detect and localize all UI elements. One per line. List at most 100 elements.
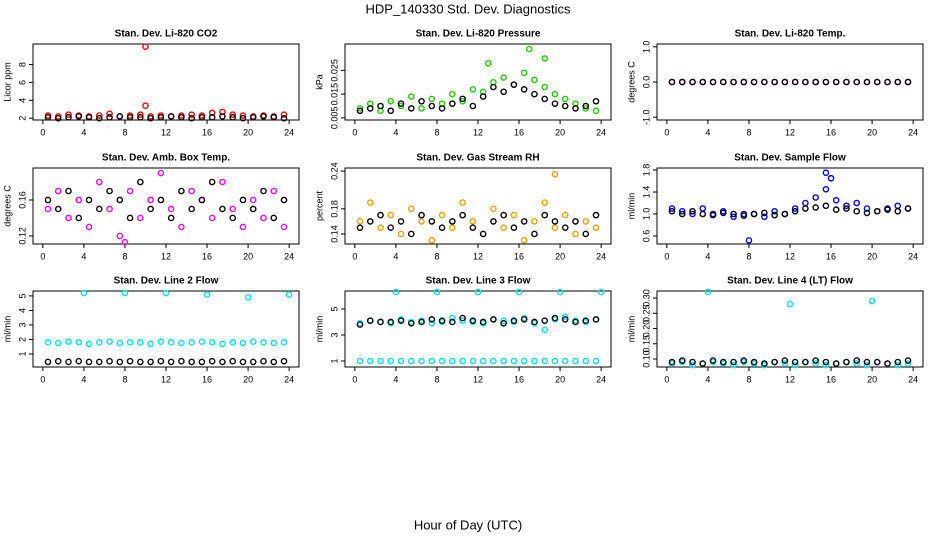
data-point [280, 339, 288, 346]
data-point [730, 78, 737, 86]
y-axis-title: ml/min [626, 316, 636, 343]
data-point [65, 214, 72, 222]
data-point [95, 178, 103, 186]
data-point [449, 90, 456, 98]
data-point [147, 196, 154, 204]
data-point [719, 358, 727, 366]
data-point [198, 358, 206, 366]
data-point [904, 357, 912, 364]
y-tick-label: 0.6 [641, 230, 651, 243]
data-point [510, 224, 518, 231]
data-point [260, 214, 267, 222]
y-tick-label: 8 [17, 62, 27, 67]
data-point [843, 205, 850, 212]
data-point [520, 236, 528, 244]
x-tick-label: 16 [202, 251, 212, 261]
data-point [500, 319, 507, 327]
data-point [541, 95, 549, 103]
data-point [531, 218, 538, 225]
data-point [126, 214, 134, 222]
data-point [561, 313, 569, 321]
data-point [157, 338, 165, 345]
data-point [356, 218, 364, 225]
data-point [843, 78, 850, 86]
data-point [853, 360, 861, 367]
panel-title: Stan. Dev. Amb. Box Temp. [102, 153, 230, 164]
data-point [827, 174, 835, 182]
data-point [366, 317, 374, 324]
data-point [449, 100, 456, 107]
data-point [781, 357, 789, 364]
y-tick-label: 0.0 [641, 76, 651, 89]
data-point [270, 214, 278, 222]
x-tick-label: 4 [81, 374, 86, 384]
data-point [884, 78, 891, 86]
data-point [147, 114, 154, 122]
x-tick-label: 16 [202, 374, 212, 384]
data-point [229, 357, 237, 365]
y-tick-label: 0.14 [329, 225, 339, 243]
data-point [592, 211, 600, 219]
data-point [188, 187, 195, 195]
data-point [44, 114, 52, 121]
x-tick-label: 16 [514, 374, 524, 384]
panel: Stan. Dev. Line 3 Flow ml/min 0 4 8 12 16 20 24 1… [314, 276, 612, 384]
data-point [484, 59, 492, 67]
data-point [397, 218, 405, 225]
data-point [582, 230, 590, 238]
data-point [106, 187, 113, 195]
y-tick-label: 0.25 [641, 304, 651, 322]
data-point [137, 111, 144, 118]
x-tick-label: 0 [352, 374, 357, 384]
x-tick-label: 8 [122, 374, 127, 384]
data-point [843, 358, 850, 366]
panel: Stan. Dev. Sample Flow ml/min 0 4 8 12 16 20 24 0… [626, 153, 924, 261]
data-point [863, 361, 871, 369]
x-tick-label: 20 [867, 374, 877, 384]
data-point [116, 339, 124, 347]
data-point [229, 339, 237, 346]
data-point [791, 205, 799, 212]
data-point [178, 223, 185, 231]
x-tick-label: 0 [664, 251, 669, 261]
panel-title: Stan. Dev. Line 2 Flow [114, 276, 219, 287]
data-point [418, 105, 425, 112]
x-tick-label: 12 [161, 374, 171, 384]
y-axis-title: degrees C [2, 185, 12, 227]
data-point [44, 205, 52, 213]
data-point [54, 187, 62, 195]
x-tick-label: 20 [867, 127, 877, 137]
data-point [449, 314, 456, 322]
data-point [771, 358, 778, 366]
data-point [198, 196, 206, 204]
data-point [54, 205, 62, 213]
x-tick-label: 24 [284, 251, 294, 261]
data-point [822, 78, 830, 86]
panel-title: Stan. Dev. Li-820 Pressure [416, 29, 541, 40]
data-point [280, 357, 288, 365]
x-tick-label: 20 [555, 374, 565, 384]
x-tick-label: 12 [161, 127, 171, 137]
data-point [556, 288, 564, 296]
data-point [572, 318, 579, 326]
data-point [198, 338, 206, 345]
data-point [490, 316, 497, 323]
data-point [356, 107, 364, 115]
y-axis-title: Licor ppm [2, 62, 12, 102]
data-point [418, 97, 425, 105]
data-point [449, 318, 456, 326]
data-point [208, 178, 216, 186]
data-point [428, 319, 436, 327]
data-point [280, 114, 288, 122]
data-point [561, 316, 569, 323]
data-point [500, 88, 507, 96]
data-point [75, 196, 83, 204]
x-tick-label: 12 [473, 251, 483, 261]
data-point [188, 358, 195, 366]
data-point [709, 211, 717, 219]
data-point [121, 238, 129, 246]
x-tick-label: 16 [202, 127, 212, 137]
data-point [582, 102, 590, 110]
x-tick-label: 24 [284, 127, 294, 137]
data-point [791, 358, 799, 366]
